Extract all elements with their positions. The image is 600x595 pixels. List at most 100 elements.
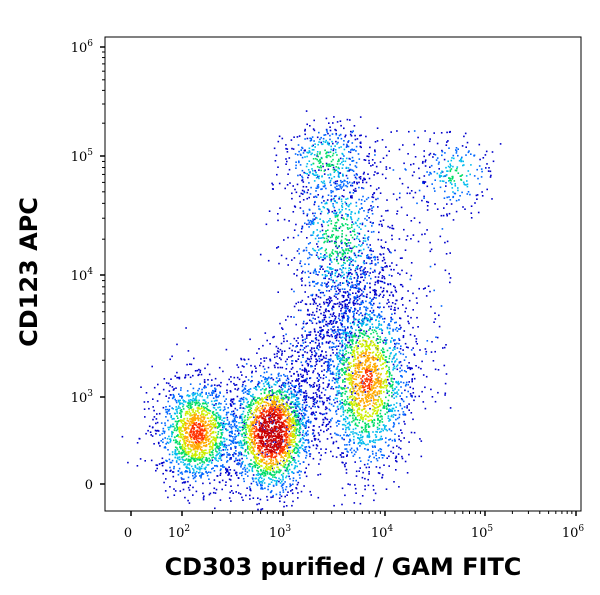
event-dot xyxy=(339,288,341,291)
event-dot xyxy=(355,145,358,148)
event-dot xyxy=(348,443,351,446)
event-dot xyxy=(327,428,330,430)
event-dot xyxy=(334,269,337,271)
event-dot xyxy=(288,407,290,409)
event-dot xyxy=(278,385,281,388)
event-dot xyxy=(333,168,336,171)
event-dot xyxy=(359,303,361,306)
event-dot xyxy=(332,455,334,458)
event-dot xyxy=(351,160,353,162)
event-dot xyxy=(291,362,293,365)
event-dot xyxy=(229,469,232,471)
event-dot xyxy=(400,429,402,431)
event-dot xyxy=(232,454,234,456)
event-dot xyxy=(350,130,352,133)
event-dot xyxy=(334,240,336,243)
event-dot xyxy=(241,496,243,499)
event-dot xyxy=(388,324,391,327)
event-dot xyxy=(307,396,310,399)
event-dot xyxy=(187,460,189,462)
event-dot xyxy=(252,474,255,476)
event-dot xyxy=(317,295,320,298)
event-dot xyxy=(328,290,331,292)
event-dot xyxy=(258,480,260,482)
event-dot xyxy=(361,319,364,322)
event-dot xyxy=(317,331,319,333)
event-dot xyxy=(282,397,284,399)
event-dot xyxy=(314,417,316,420)
event-dot xyxy=(294,427,296,430)
event-dot xyxy=(249,406,251,408)
event-dot xyxy=(194,466,197,469)
event-dot xyxy=(390,320,392,323)
event-dot xyxy=(224,400,226,402)
event-dot xyxy=(364,485,366,487)
event-dot xyxy=(240,466,242,468)
event-dot xyxy=(177,405,180,408)
event-dot xyxy=(356,182,358,185)
event-dot xyxy=(294,385,296,387)
event-dot xyxy=(165,382,168,384)
event-dot xyxy=(319,400,321,403)
event-dot xyxy=(276,466,278,468)
event-dot xyxy=(162,388,165,391)
event-dot xyxy=(391,262,393,264)
event-dot xyxy=(272,183,274,186)
event-dot xyxy=(315,322,318,325)
event-dot xyxy=(304,303,307,305)
event-dot xyxy=(337,355,339,358)
event-dot xyxy=(427,285,430,287)
event-dot xyxy=(366,323,369,326)
event-dot xyxy=(390,450,392,453)
event-dot xyxy=(403,437,405,439)
event-dot xyxy=(292,403,295,405)
event-dot xyxy=(401,457,404,460)
event-dot xyxy=(348,428,351,430)
event-dot xyxy=(302,185,305,188)
event-dot xyxy=(219,474,222,476)
event-dot xyxy=(159,434,161,436)
event-dot xyxy=(478,143,481,146)
event-dot xyxy=(281,384,283,387)
event-dot xyxy=(349,119,351,121)
event-dot xyxy=(245,429,247,431)
event-dot xyxy=(464,208,466,210)
event-dot xyxy=(470,205,473,207)
event-dot xyxy=(238,441,241,444)
event-dot xyxy=(245,421,248,424)
event-dot xyxy=(433,187,435,190)
event-dot xyxy=(416,302,418,304)
event-dot xyxy=(233,417,236,420)
event-dot xyxy=(182,399,184,401)
event-dot xyxy=(406,192,409,195)
event-dot xyxy=(327,151,330,154)
event-dot xyxy=(297,397,299,399)
event-dot xyxy=(337,137,339,140)
event-dot xyxy=(333,281,336,284)
event-dot xyxy=(299,427,302,430)
event-dot xyxy=(336,394,339,396)
event-dot xyxy=(359,329,362,332)
event-dot xyxy=(352,428,355,431)
event-dot xyxy=(244,473,247,475)
event-dot xyxy=(241,435,243,437)
event-dot xyxy=(281,480,283,483)
event-dot xyxy=(195,395,198,398)
event-dot xyxy=(241,433,244,436)
event-dot xyxy=(304,425,306,428)
event-dot xyxy=(166,437,169,440)
event-dot xyxy=(333,319,336,322)
event-dot xyxy=(353,238,356,241)
event-dot xyxy=(351,421,353,423)
event-dot xyxy=(404,460,407,463)
event-dot xyxy=(379,431,381,433)
event-dot xyxy=(234,416,237,418)
event-dot xyxy=(272,494,274,497)
event-dot xyxy=(166,441,169,444)
event-dot xyxy=(189,461,191,463)
event-dot xyxy=(313,280,316,283)
event-dot xyxy=(227,423,230,426)
event-dot xyxy=(397,393,399,395)
event-dot xyxy=(316,346,318,349)
event-dot xyxy=(240,442,243,445)
